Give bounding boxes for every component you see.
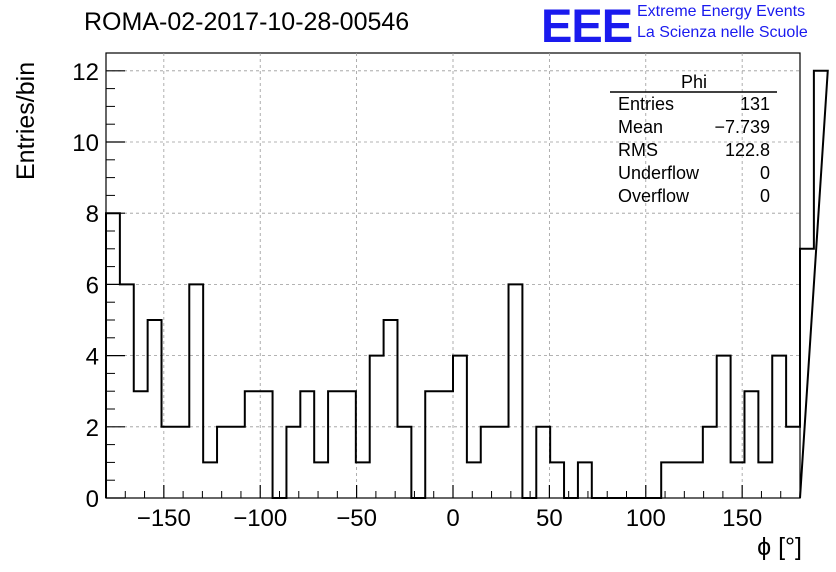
histogram-bin bbox=[536, 427, 550, 498]
stats-box: Phi Entries 131 Mean −7.739 RMS 122.8 Underflo… bbox=[610, 72, 777, 206]
y-tick-label: 4 bbox=[86, 344, 99, 371]
x-tick-label: 100 bbox=[626, 505, 666, 532]
y-tick-label: 0 bbox=[86, 486, 99, 513]
histogram-outline bbox=[105, 69, 829, 499]
histogram-bin bbox=[342, 391, 356, 498]
stats-value: 0 bbox=[760, 163, 770, 183]
histogram-bin bbox=[356, 462, 370, 498]
run-title: ROMA-02-2017-10-28-00546 bbox=[84, 8, 410, 36]
histogram-bin bbox=[314, 462, 328, 498]
histogram-bars bbox=[105, 69, 829, 499]
grid bbox=[106, 53, 800, 498]
histogram-bin bbox=[134, 391, 148, 498]
histogram-bin bbox=[495, 427, 509, 498]
stats-value: 0 bbox=[760, 186, 770, 206]
histogram-bin bbox=[758, 462, 772, 498]
histogram-bin bbox=[744, 391, 758, 498]
stats-box-title: Phi bbox=[681, 72, 707, 92]
histogram-bin bbox=[328, 391, 342, 498]
y-tick-label: 10 bbox=[72, 130, 99, 157]
y-tick-label: 12 bbox=[72, 59, 99, 86]
histogram-bin bbox=[439, 391, 453, 498]
histogram-bin bbox=[675, 462, 689, 498]
histogram-bin bbox=[689, 462, 703, 498]
x-tick-label: −100 bbox=[233, 505, 287, 532]
eee-logo: EEE bbox=[541, 0, 633, 52]
y-axis-label-wrap: Entries/bin bbox=[12, 62, 40, 180]
x-tick-label: −150 bbox=[137, 505, 191, 532]
y-tick-label: 6 bbox=[86, 272, 99, 299]
histogram-bin bbox=[397, 427, 411, 498]
histogram-bin bbox=[578, 462, 592, 498]
stats-label: Underflow bbox=[618, 163, 700, 183]
stats-label: Overflow bbox=[618, 186, 690, 206]
histogram-bin bbox=[259, 391, 273, 498]
histogram-bin bbox=[120, 284, 134, 498]
y-axis-label: Entries/bin bbox=[12, 62, 40, 180]
stats-value: 122.8 bbox=[725, 140, 770, 160]
x-tick-label: −50 bbox=[336, 505, 377, 532]
x-tick-label: 150 bbox=[722, 505, 762, 532]
histogram-bin bbox=[286, 427, 300, 498]
histogram-bin bbox=[550, 462, 564, 498]
y-axis: 0 2 4 6 8 10 12 bbox=[72, 52, 125, 513]
x-tick-label: 0 bbox=[446, 505, 459, 532]
histogram-bin bbox=[703, 427, 717, 498]
histogram-bin bbox=[175, 427, 189, 498]
histogram-bin bbox=[189, 284, 203, 498]
stats-value: 131 bbox=[740, 94, 770, 114]
histogram-bin bbox=[467, 462, 481, 498]
stats-label: RMS bbox=[618, 140, 658, 160]
logo-subtitle-line1: Extreme Energy Events bbox=[637, 3, 806, 20]
stats-label: Entries bbox=[618, 94, 674, 114]
histogram-bin bbox=[384, 320, 398, 498]
stats-label: Mean bbox=[618, 117, 663, 137]
y-tick-label: 8 bbox=[86, 201, 99, 228]
histogram-bin bbox=[425, 391, 439, 498]
logo-subtitle-line2: La Scienza nelle Scuole bbox=[637, 24, 808, 41]
histogram-bin bbox=[217, 427, 231, 498]
histogram-bin bbox=[148, 320, 162, 498]
histogram-bin bbox=[300, 391, 314, 498]
x-tick-label: 50 bbox=[536, 505, 563, 532]
stats-value: −7.739 bbox=[714, 117, 770, 137]
x-axis: −150 −100 −50 0 50 100 150 bbox=[124, 485, 782, 532]
histogram-bin bbox=[203, 462, 217, 498]
x-axis-label: ϕ [°] bbox=[757, 533, 802, 561]
histogram-bin bbox=[231, 427, 245, 498]
histogram-bin bbox=[245, 391, 259, 498]
histogram-bin bbox=[509, 284, 523, 498]
histogram-bin bbox=[814, 71, 828, 498]
histogram-bin bbox=[481, 427, 495, 498]
histogram-bin bbox=[661, 462, 675, 498]
y-tick-label: 2 bbox=[86, 415, 99, 442]
histogram-bin bbox=[786, 427, 800, 498]
